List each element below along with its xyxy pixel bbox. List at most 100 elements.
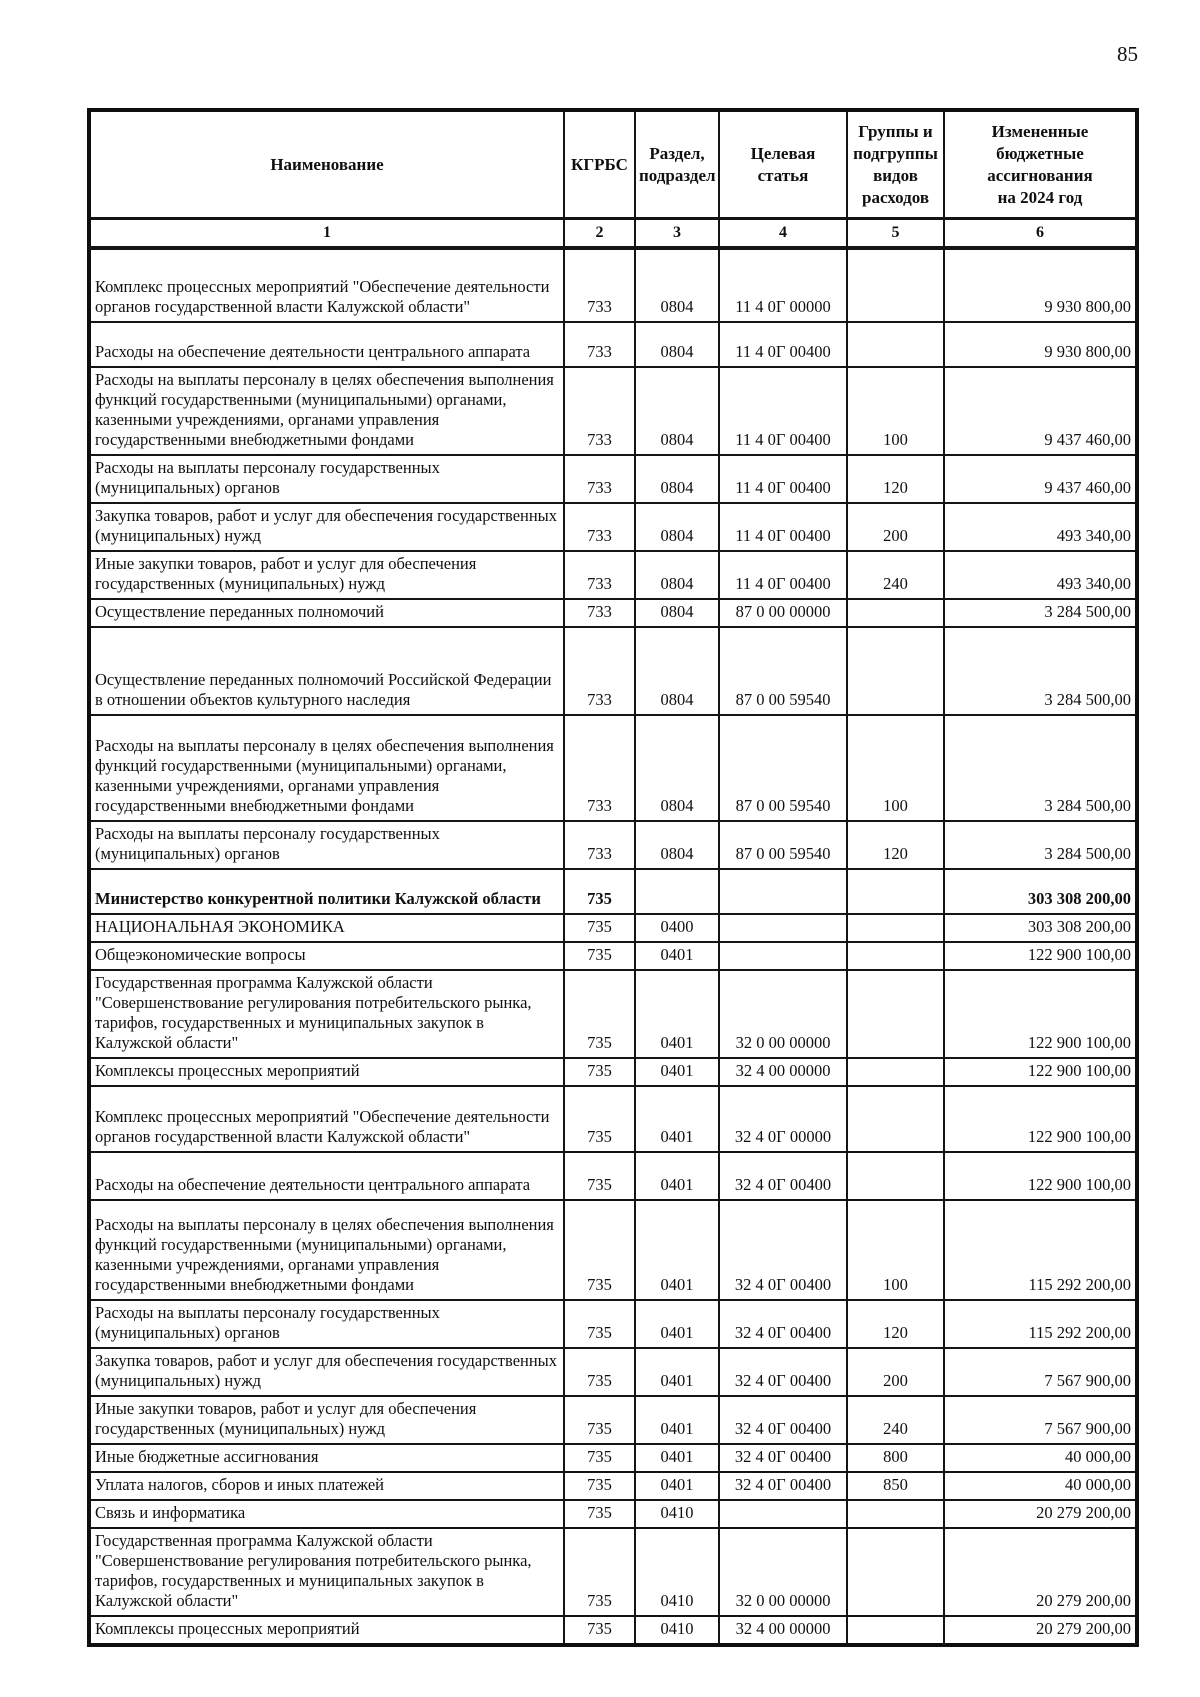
row-target-article: 32 4 0Г 00400 [718, 1199, 848, 1301]
row-razdel-podrazdel: 0410 [634, 1527, 720, 1617]
row-kgrbs: 733 [563, 820, 636, 870]
row-target-article [718, 868, 848, 915]
row-name: Комплексы процессных мероприятий [88, 1615, 565, 1646]
row-target-article [718, 1499, 848, 1529]
row-expense-group: 240 [846, 1395, 945, 1445]
row-razdel-podrazdel: 0804 [634, 247, 720, 323]
row-name: Закупка товаров, работ и услуг для обесп… [88, 1347, 565, 1397]
row-expense-group [846, 1057, 945, 1087]
row-name: Иные закупки товаров, работ и услуг для … [88, 1395, 565, 1445]
row-expense-group [846, 969, 945, 1059]
row-kgrbs: 733 [563, 626, 636, 716]
row-name: Министерство конкурентной политики Калуж… [88, 868, 565, 915]
row-name: Расходы на выплаты персоналу государстве… [88, 454, 565, 504]
row-amount: 493 340,00 [943, 550, 1138, 600]
row-name: Уплата налогов, сборов и иных платежей [88, 1471, 565, 1501]
row-amount: 493 340,00 [943, 502, 1138, 552]
row-kgrbs: 733 [563, 550, 636, 600]
row-name: Расходы на выплаты персоналу государстве… [88, 820, 565, 870]
column-header-amount-2024: Измененные бюджетные ассигнования на 202… [943, 109, 1138, 220]
row-razdel-podrazdel: 0401 [634, 1347, 720, 1397]
row-expense-group: 120 [846, 820, 945, 870]
row-expense-group: 100 [846, 366, 945, 456]
table-row: НАЦИОНАЛЬНАЯ ЭКОНОМИКА 735 0400 303 308 … [88, 913, 1138, 943]
row-target-article [718, 941, 848, 971]
row-razdel-podrazdel: 0401 [634, 1471, 720, 1501]
table-row: Иные бюджетные ассигнования 735 0401 32 … [88, 1443, 1138, 1473]
row-amount: 9 930 800,00 [943, 247, 1138, 323]
row-expense-group [846, 941, 945, 971]
row-kgrbs: 735 [563, 1471, 636, 1501]
row-amount: 20 279 200,00 [943, 1499, 1138, 1529]
row-kgrbs: 735 [563, 941, 636, 971]
table-row: Расходы на выплаты персоналу государстве… [88, 1299, 1138, 1349]
row-razdel-podrazdel: 0804 [634, 598, 720, 628]
row-expense-group [846, 1499, 945, 1529]
row-kgrbs: 733 [563, 502, 636, 552]
row-target-article: 32 4 0Г 00400 [718, 1347, 848, 1397]
row-kgrbs: 735 [563, 1299, 636, 1349]
row-razdel-podrazdel: 0401 [634, 941, 720, 971]
row-target-article: 32 4 0Г 00400 [718, 1299, 848, 1349]
table-row: Расходы на обеспечение деятельности цент… [88, 321, 1138, 368]
row-razdel-podrazdel: 0804 [634, 454, 720, 504]
row-razdel-podrazdel: 0804 [634, 820, 720, 870]
row-kgrbs: 733 [563, 366, 636, 456]
row-expense-group [846, 1527, 945, 1617]
row-amount: 9 930 800,00 [943, 321, 1138, 368]
row-expense-group: 200 [846, 502, 945, 552]
row-kgrbs: 735 [563, 969, 636, 1059]
row-razdel-podrazdel: 0410 [634, 1615, 720, 1646]
column-number-1: 1 [88, 217, 565, 250]
column-number-2: 2 [563, 217, 636, 250]
row-razdel-podrazdel: 0401 [634, 969, 720, 1059]
column-header-razdel: Раздел, подраздел [634, 109, 720, 220]
column-number-3: 3 [634, 217, 720, 250]
row-expense-group: 850 [846, 1471, 945, 1501]
row-kgrbs: 735 [563, 1347, 636, 1397]
row-name: Осуществление переданных полномочий Росс… [88, 626, 565, 716]
row-razdel-podrazdel: 0804 [634, 366, 720, 456]
row-name: Комплексы процессных мероприятий [88, 1057, 565, 1087]
row-amount: 122 900 100,00 [943, 1057, 1138, 1087]
table-row: Закупка товаров, работ и услуг для обесп… [88, 502, 1138, 552]
row-razdel-podrazdel: 0804 [634, 550, 720, 600]
row-name: Государственная программа Калужской обла… [88, 969, 565, 1059]
table-row: Расходы на выплаты персоналу в целях обе… [88, 366, 1138, 456]
row-amount: 3 284 500,00 [943, 598, 1138, 628]
table-row: Уплата налогов, сборов и иных платежей 7… [88, 1471, 1138, 1501]
row-amount: 303 308 200,00 [943, 913, 1138, 943]
row-name: Государственная программа Калужской обла… [88, 1527, 565, 1617]
row-amount: 122 900 100,00 [943, 1151, 1138, 1201]
row-target-article: 11 4 0Г 00400 [718, 321, 848, 368]
row-razdel-podrazdel: 0401 [634, 1443, 720, 1473]
row-target-article: 11 4 0Г 00400 [718, 366, 848, 456]
row-amount: 20 279 200,00 [943, 1615, 1138, 1646]
row-amount: 9 437 460,00 [943, 454, 1138, 504]
row-kgrbs: 735 [563, 913, 636, 943]
row-target-article: 32 4 00 00000 [718, 1057, 848, 1087]
row-razdel-podrazdel: 0401 [634, 1057, 720, 1087]
row-expense-group [846, 1085, 945, 1153]
row-razdel-podrazdel: 0401 [634, 1085, 720, 1153]
row-name: Иные бюджетные ассигнования [88, 1443, 565, 1473]
row-expense-group [846, 913, 945, 943]
row-kgrbs: 735 [563, 1527, 636, 1617]
row-name: Расходы на выплаты персоналу в целях обе… [88, 1199, 565, 1301]
row-razdel-podrazdel: 0804 [634, 502, 720, 552]
row-name: Расходы на обеспечение деятельности цент… [88, 1151, 565, 1201]
table-row: Расходы на обеспечение деятельности цент… [88, 1151, 1138, 1201]
row-expense-group [846, 247, 945, 323]
row-kgrbs: 735 [563, 1085, 636, 1153]
row-target-article: 11 4 0Г 00400 [718, 550, 848, 600]
row-amount: 9 437 460,00 [943, 366, 1138, 456]
row-target-article: 11 4 0Г 00000 [718, 247, 848, 323]
row-target-article: 87 0 00 00000 [718, 598, 848, 628]
row-kgrbs: 735 [563, 1615, 636, 1646]
row-name: НАЦИОНАЛЬНАЯ ЭКОНОМИКА [88, 913, 565, 943]
row-amount: 115 292 200,00 [943, 1199, 1138, 1301]
row-razdel-podrazdel: 0401 [634, 1299, 720, 1349]
row-target-article: 32 4 0Г 00000 [718, 1085, 848, 1153]
row-amount: 3 284 500,00 [943, 626, 1138, 716]
row-expense-group: 240 [846, 550, 945, 600]
